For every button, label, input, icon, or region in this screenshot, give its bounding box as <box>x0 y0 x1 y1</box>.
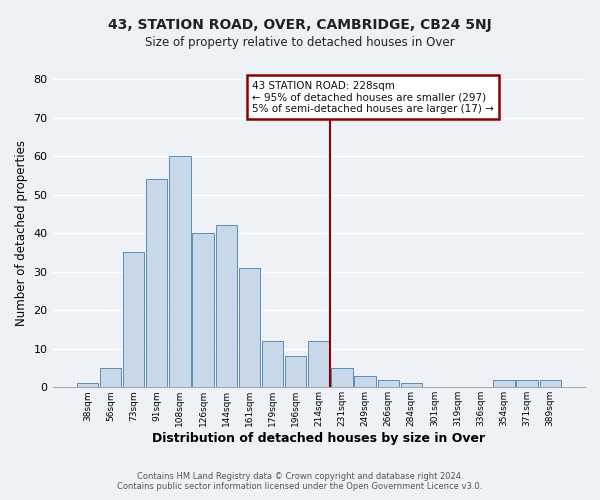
Bar <box>146 179 167 388</box>
Bar <box>100 368 121 388</box>
Bar <box>493 380 515 388</box>
Bar <box>308 341 329 388</box>
Bar <box>355 376 376 388</box>
X-axis label: Distribution of detached houses by size in Over: Distribution of detached houses by size … <box>152 432 485 445</box>
Y-axis label: Number of detached properties: Number of detached properties <box>15 140 28 326</box>
Bar <box>215 226 237 388</box>
Text: Contains public sector information licensed under the Open Government Licence v3: Contains public sector information licen… <box>118 482 482 491</box>
Bar <box>377 380 399 388</box>
Bar <box>539 380 561 388</box>
Text: Size of property relative to detached houses in Over: Size of property relative to detached ho… <box>145 36 455 49</box>
Bar <box>517 380 538 388</box>
Bar <box>77 384 98 388</box>
Bar <box>262 341 283 388</box>
Bar <box>401 384 422 388</box>
Bar <box>123 252 145 388</box>
Bar <box>331 368 353 388</box>
Bar <box>239 268 260 388</box>
Text: 43, STATION ROAD, OVER, CAMBRIDGE, CB24 5NJ: 43, STATION ROAD, OVER, CAMBRIDGE, CB24 … <box>108 18 492 32</box>
Bar <box>169 156 191 388</box>
Text: Contains HM Land Registry data © Crown copyright and database right 2024.: Contains HM Land Registry data © Crown c… <box>137 472 463 481</box>
Text: 43 STATION ROAD: 228sqm
← 95% of detached houses are smaller (297)
5% of semi-de: 43 STATION ROAD: 228sqm ← 95% of detache… <box>252 80 494 114</box>
Bar <box>193 233 214 388</box>
Bar <box>285 356 306 388</box>
